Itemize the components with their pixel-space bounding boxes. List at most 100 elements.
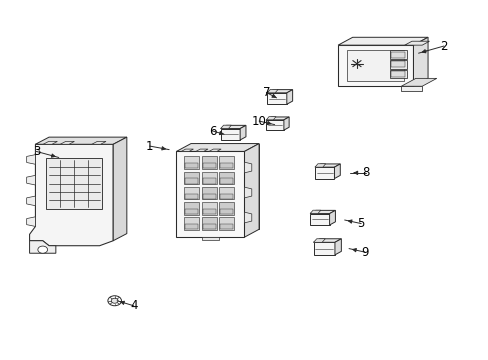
Polygon shape <box>334 164 340 179</box>
Polygon shape <box>267 93 286 104</box>
Bar <box>220 224 233 229</box>
Polygon shape <box>266 117 288 120</box>
Bar <box>184 172 199 184</box>
Bar <box>201 157 216 169</box>
Text: 2: 2 <box>439 40 447 53</box>
Polygon shape <box>309 210 320 213</box>
Polygon shape <box>346 50 404 81</box>
Polygon shape <box>27 217 35 226</box>
Bar <box>201 202 216 215</box>
Polygon shape <box>176 152 244 237</box>
Bar <box>185 194 198 199</box>
Polygon shape <box>113 137 126 241</box>
Circle shape <box>111 298 118 303</box>
Bar <box>219 187 234 199</box>
Polygon shape <box>181 149 193 152</box>
Bar <box>219 202 234 215</box>
Polygon shape <box>92 141 106 144</box>
Polygon shape <box>196 149 207 152</box>
Polygon shape <box>208 149 221 152</box>
Polygon shape <box>220 129 240 140</box>
Bar <box>202 224 215 229</box>
Bar <box>220 179 233 184</box>
Polygon shape <box>284 117 288 130</box>
Bar <box>202 179 215 184</box>
Polygon shape <box>313 239 325 242</box>
Bar <box>202 209 215 214</box>
Bar <box>201 172 216 184</box>
Polygon shape <box>244 162 251 173</box>
Bar <box>185 209 198 214</box>
Text: 10: 10 <box>251 114 266 127</box>
Polygon shape <box>314 164 325 167</box>
Polygon shape <box>30 144 113 246</box>
Polygon shape <box>334 239 341 255</box>
Polygon shape <box>314 167 334 179</box>
Bar <box>390 61 405 67</box>
Polygon shape <box>220 125 245 129</box>
Polygon shape <box>244 144 259 237</box>
Polygon shape <box>267 90 292 93</box>
Polygon shape <box>43 141 57 144</box>
Polygon shape <box>27 155 35 164</box>
Text: 9: 9 <box>361 246 368 258</box>
Polygon shape <box>191 144 259 229</box>
Bar <box>185 224 198 229</box>
Text: 7: 7 <box>262 86 269 99</box>
Polygon shape <box>313 242 334 255</box>
Bar <box>220 209 233 214</box>
Polygon shape <box>413 37 427 86</box>
Polygon shape <box>244 212 251 223</box>
Polygon shape <box>220 125 231 129</box>
Bar <box>202 194 215 199</box>
Circle shape <box>38 246 47 253</box>
Bar <box>201 237 219 240</box>
Polygon shape <box>35 137 126 144</box>
Polygon shape <box>60 141 74 144</box>
Bar <box>185 163 198 168</box>
Polygon shape <box>267 89 278 93</box>
Polygon shape <box>176 144 259 152</box>
Bar <box>184 217 199 230</box>
Text: 6: 6 <box>209 125 216 138</box>
Polygon shape <box>240 125 245 140</box>
Bar <box>202 163 215 168</box>
Bar <box>219 172 234 184</box>
Text: 3: 3 <box>33 145 40 158</box>
Bar <box>201 187 216 199</box>
Polygon shape <box>313 239 341 242</box>
Bar <box>220 163 233 168</box>
Polygon shape <box>309 213 329 225</box>
Polygon shape <box>404 41 428 45</box>
Polygon shape <box>244 187 251 198</box>
Polygon shape <box>337 37 427 45</box>
Bar <box>390 51 405 58</box>
Polygon shape <box>266 117 275 120</box>
Bar <box>46 158 102 209</box>
Polygon shape <box>27 196 35 206</box>
Text: 4: 4 <box>130 299 137 312</box>
Bar <box>390 71 405 77</box>
Text: 5: 5 <box>357 217 364 230</box>
Polygon shape <box>30 241 56 253</box>
Text: 1: 1 <box>145 140 153 153</box>
Polygon shape <box>286 90 292 104</box>
Bar <box>389 50 406 59</box>
Bar <box>389 60 406 69</box>
Bar <box>201 217 216 230</box>
Polygon shape <box>266 120 284 130</box>
Bar <box>219 217 234 230</box>
Bar <box>389 69 406 78</box>
Polygon shape <box>309 210 335 213</box>
Circle shape <box>108 296 121 306</box>
Polygon shape <box>337 45 413 86</box>
Polygon shape <box>401 78 436 86</box>
Bar <box>185 179 198 184</box>
Bar <box>220 194 233 199</box>
Polygon shape <box>314 164 340 167</box>
Text: 8: 8 <box>362 166 369 179</box>
Polygon shape <box>401 86 421 90</box>
Bar <box>184 202 199 215</box>
Bar <box>184 157 199 169</box>
Bar <box>219 157 234 169</box>
